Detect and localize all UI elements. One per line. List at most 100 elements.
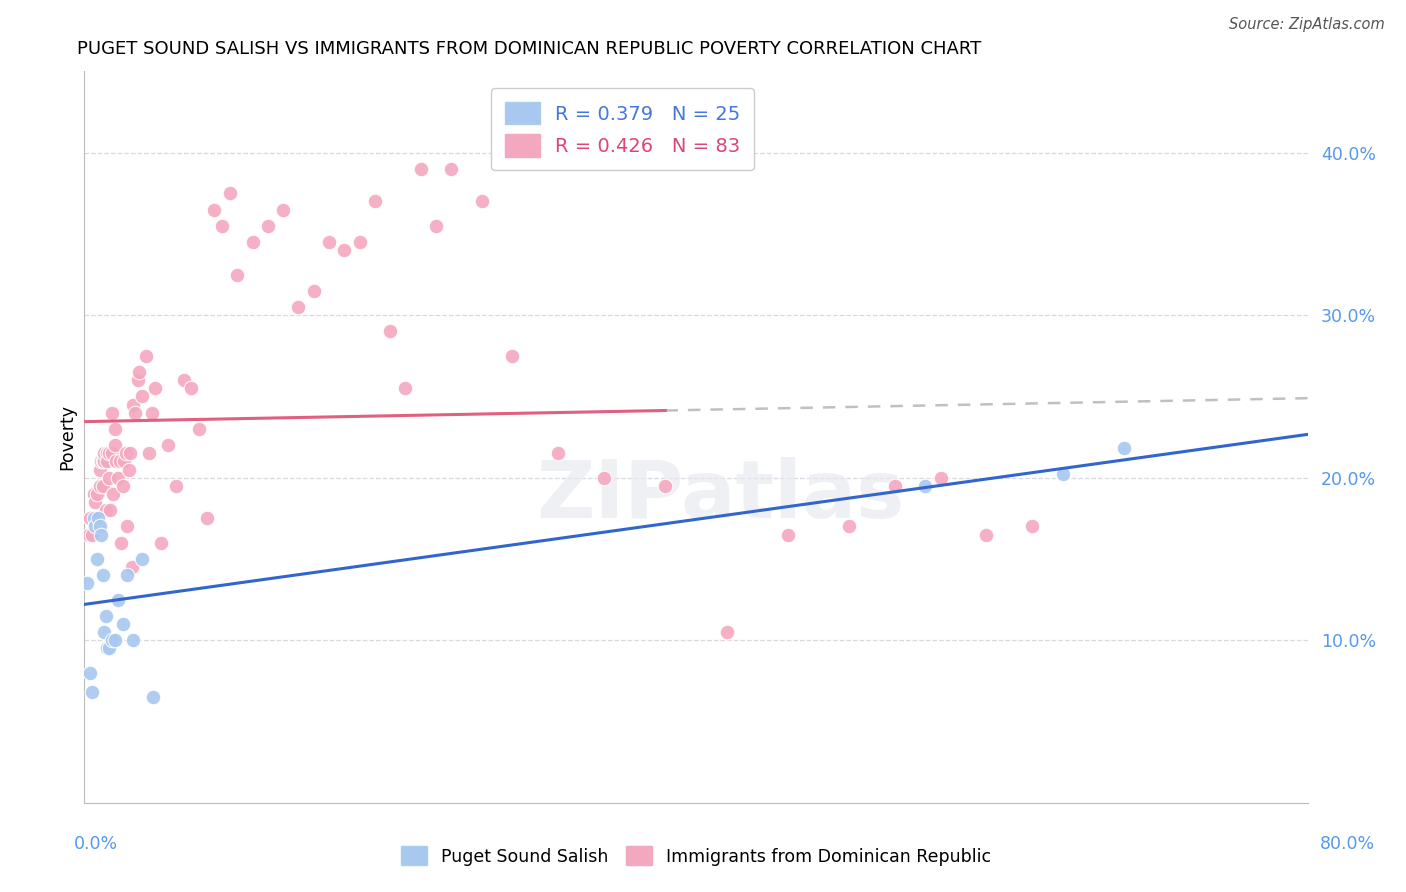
Point [349,235,371,249]
Point [716,625,738,640]
Point [118,462,141,476]
Point [211,219,233,233]
Point [115,568,138,582]
Point [976,527,998,541]
Point [654,479,676,493]
Point [94,503,117,517]
Point [409,161,432,176]
Point [180,381,202,395]
Point [87,519,110,533]
Point [89,479,111,493]
Point [104,422,127,436]
Legend: R = 0.379   N = 25, R = 0.426   N = 83: R = 0.379 N = 25, R = 0.426 N = 83 [491,88,754,170]
Point [226,268,249,282]
Point [593,471,616,485]
Point [97,471,120,485]
Point [173,373,195,387]
Point [121,560,143,574]
Point [101,633,124,648]
Point [883,479,905,493]
Point [77,527,100,541]
Point [364,194,387,209]
Point [302,284,325,298]
Point [1021,519,1043,533]
Point [115,519,138,533]
Point [242,235,264,249]
Point [143,381,166,395]
Point [202,202,225,217]
Y-axis label: Poverty: Poverty [58,404,76,470]
Point [333,243,356,257]
Point [91,568,114,582]
Point [84,511,107,525]
Point [89,519,111,533]
Point [142,690,165,705]
Point [97,641,120,656]
Legend: Puget Sound Salish, Immigrants from Dominican Republic: Puget Sound Salish, Immigrants from Domi… [394,839,998,872]
Point [101,406,124,420]
Point [90,527,112,541]
Point [471,194,494,209]
Point [318,235,340,249]
Point [502,349,524,363]
Point [547,446,569,460]
Point [838,519,860,533]
Text: 80.0%: 80.0% [1319,835,1375,853]
Point [440,161,463,176]
Point [120,446,142,460]
Point [86,487,108,501]
Point [89,462,111,476]
Point [165,479,187,493]
Point [90,454,112,468]
Point [138,446,160,460]
Point [83,487,105,501]
Point [131,389,153,403]
Text: Source: ZipAtlas.com: Source: ZipAtlas.com [1229,17,1385,31]
Point [110,535,132,549]
Point [287,300,309,314]
Point [80,527,103,541]
Point [111,479,134,493]
Point [79,511,101,525]
Point [112,454,135,468]
Point [83,511,105,525]
Point [218,186,240,201]
Point [135,349,157,363]
Point [93,446,115,460]
Point [91,479,114,493]
Point [127,373,149,387]
Point [86,552,108,566]
Point [101,446,124,460]
Point [914,479,936,493]
Point [104,633,127,648]
Point [107,471,129,485]
Point [1052,467,1074,482]
Point [141,406,163,420]
Text: PUGET SOUND SALISH VS IMMIGRANTS FROM DOMINICAN REPUBLIC POVERTY CORRELATION CHA: PUGET SOUND SALISH VS IMMIGRANTS FROM DO… [77,40,981,58]
Point [79,665,101,680]
Point [105,454,128,468]
Point [124,406,146,420]
Point [87,511,110,525]
Point [195,511,218,525]
Point [96,454,118,468]
Point [380,325,402,339]
Point [93,625,115,640]
Point [94,608,117,623]
Point [257,219,280,233]
Point [425,219,447,233]
Point [97,446,120,460]
Point [104,438,127,452]
Point [157,438,180,452]
Point [1114,442,1136,456]
Point [93,454,115,468]
Point [128,365,150,379]
Point [103,487,125,501]
Point [111,617,134,632]
Point [271,202,294,217]
Point [122,398,145,412]
Point [84,495,107,509]
Point [80,685,103,699]
Point [108,454,131,468]
Point [107,592,129,607]
